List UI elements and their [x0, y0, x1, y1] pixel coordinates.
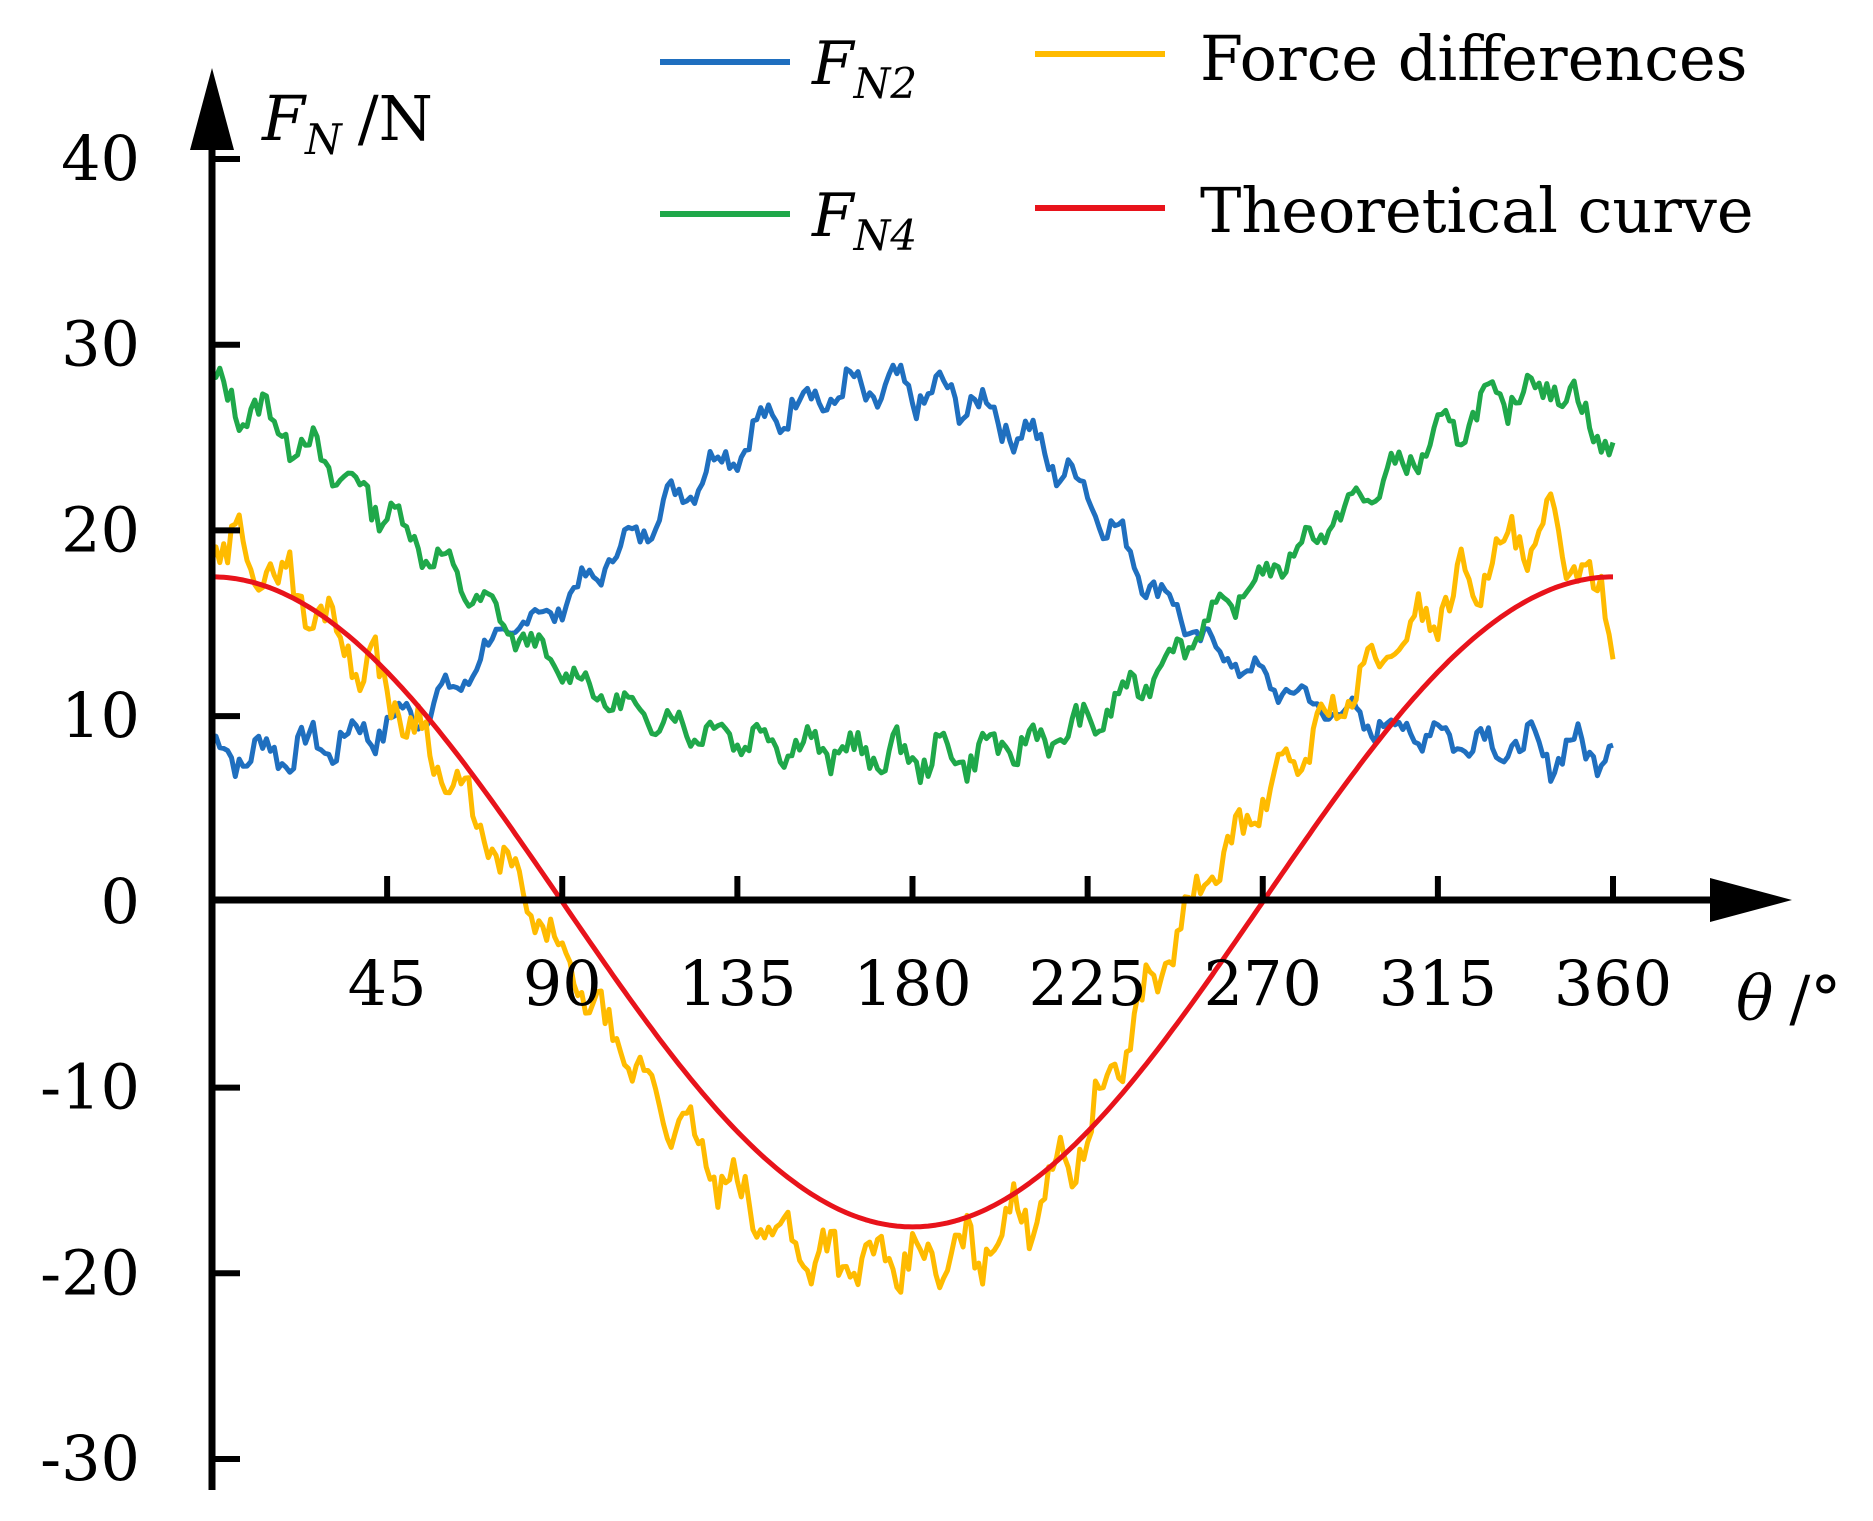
y-tick-label: -10: [40, 1051, 140, 1124]
legend-label-fn4: FN4: [811, 181, 917, 260]
legend-entry-theoretical-curve: Theoretical curve: [1035, 174, 1754, 247]
y-axis-subscript: N: [304, 115, 343, 164]
x-tick-label: 270: [1204, 947, 1322, 1020]
series-fn2-line: [209, 362, 1614, 784]
plot-lines: [209, 362, 1616, 1295]
y-tick-label: 20: [61, 493, 140, 566]
legend: FN2 FN4 Force differences Theoretical cu…: [660, 22, 1754, 260]
x-axis-label: θ/°: [1736, 962, 1841, 1035]
y-tick-label: 40: [61, 122, 140, 195]
legend-label-theoretical-curve: Theoretical curve: [1200, 174, 1754, 247]
legend-entry-fn4: FN4: [660, 181, 917, 260]
x-tick-label: 315: [1379, 947, 1497, 1020]
legend-label-force-differences: Force differences: [1200, 22, 1747, 95]
x-axis-symbol: θ: [1736, 962, 1773, 1035]
x-tick-label: 360: [1554, 947, 1672, 1020]
y-axis-symbol: F: [261, 82, 307, 155]
y-axis-label: FN/N: [261, 82, 433, 164]
y-axis-unit: /N: [358, 82, 433, 155]
x-tick-label: 45: [348, 947, 427, 1020]
x-tick-label: 90: [523, 947, 602, 1020]
legend-label-fn2: FN2: [811, 29, 917, 108]
legend-entry-fn2: FN2: [660, 29, 917, 108]
ticks: 45 90 135 180 225 270 315 360 40 30 20 10 0 -10 -20 -30: [40, 122, 1672, 1495]
series-theoretical-curve-line: [212, 574, 1613, 1230]
y-tick-label: 0: [101, 865, 140, 938]
x-tick-label: 180: [853, 947, 971, 1020]
x-tick-label: 225: [1028, 947, 1146, 1020]
y-tick-label: -20: [40, 1236, 140, 1309]
x-axis-arrowhead: [1710, 878, 1792, 922]
y-tick-label: -30: [40, 1422, 140, 1495]
legend-fn2-subscript: N2: [853, 59, 917, 108]
series-force-differences-line: [209, 491, 1616, 1295]
x-tick-label: 135: [678, 947, 796, 1020]
y-axis-arrowhead: [190, 68, 234, 150]
legend-fn4-subscript: N4: [853, 211, 917, 260]
legend-entry-force-differences: Force differences: [1035, 22, 1747, 95]
x-axis-unit: /°: [1789, 962, 1841, 1035]
axis-labels: FN/N θ/°: [261, 82, 1841, 1035]
series-fn4-line: [211, 365, 1616, 786]
y-tick-label: 10: [61, 679, 140, 752]
legend-fn2-symbol: F: [811, 29, 856, 99]
legend-fn4-symbol: F: [811, 181, 856, 251]
y-tick-label: 30: [61, 308, 140, 381]
axes: [190, 68, 1792, 1490]
